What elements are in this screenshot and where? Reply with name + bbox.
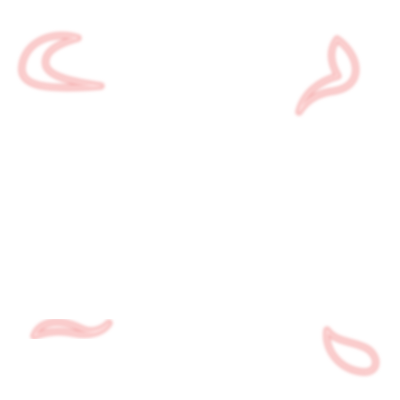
bottom-right-brush-stroke-icon [323,326,380,376]
bottom-left-brush-stroke-icon [30,318,113,340]
top-left-brush-stroke-icon [18,32,105,92]
top-right-brush-stroke-icon [295,35,360,116]
